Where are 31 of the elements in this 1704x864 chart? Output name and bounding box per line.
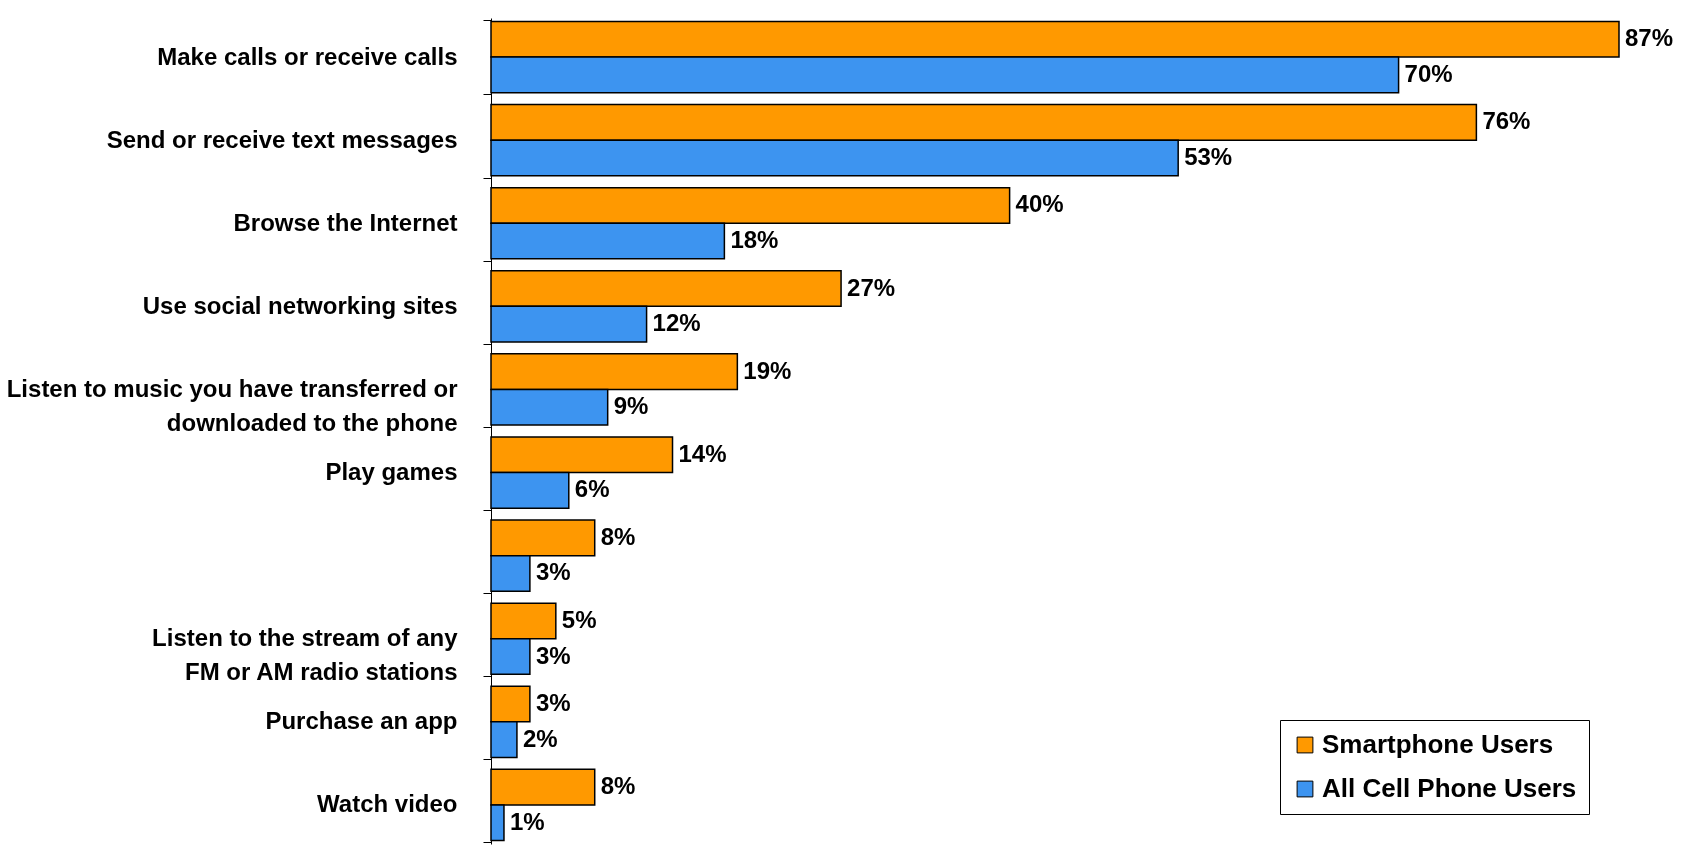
y-tick-label: Listen to the stream of any FM or AM radio stations [152, 624, 459, 686]
data-label: 8% [600, 522, 636, 550]
data-label: 87% [1625, 24, 1674, 52]
y-tick-label: Browse the Internet [233, 208, 458, 236]
y-tick-label: Watch video [317, 790, 458, 818]
data-label: 19% [743, 356, 792, 384]
data-label: 18% [730, 226, 779, 254]
data-label: 8% [600, 772, 636, 800]
y-tick-label: Send or receive text messages [106, 125, 458, 153]
data-label: 27% [847, 273, 896, 301]
data-label: 3% [535, 641, 571, 669]
data-label: 3% [535, 558, 571, 586]
data-label: 53% [1184, 142, 1233, 170]
legend-label: All Cell Phone Users [1322, 773, 1577, 803]
data-label: 40% [1015, 190, 1064, 218]
y-tick-label: Play games [325, 458, 458, 486]
data-label: 76% [1482, 107, 1531, 135]
data-label: 3% [535, 689, 571, 717]
data-label: 9% [613, 392, 649, 420]
y-tick-label: Make calls or receive calls [157, 42, 458, 70]
y-tick-label: Listen to music you have transferred or downloaded to the phone [6, 374, 458, 436]
data-label: 5% [561, 605, 597, 633]
data-label: 70% [1404, 59, 1453, 87]
data-label: 2% [522, 724, 558, 752]
legend-label: Smartphone Users [1322, 729, 1554, 759]
data-label: 14% [678, 439, 727, 467]
y-tick-label: Purchase an app [265, 707, 458, 735]
data-label: 6% [574, 475, 610, 503]
y-tick-label: Use social networking sites [142, 291, 458, 319]
data-label: 12% [652, 309, 701, 337]
data-label: 1% [509, 807, 545, 835]
